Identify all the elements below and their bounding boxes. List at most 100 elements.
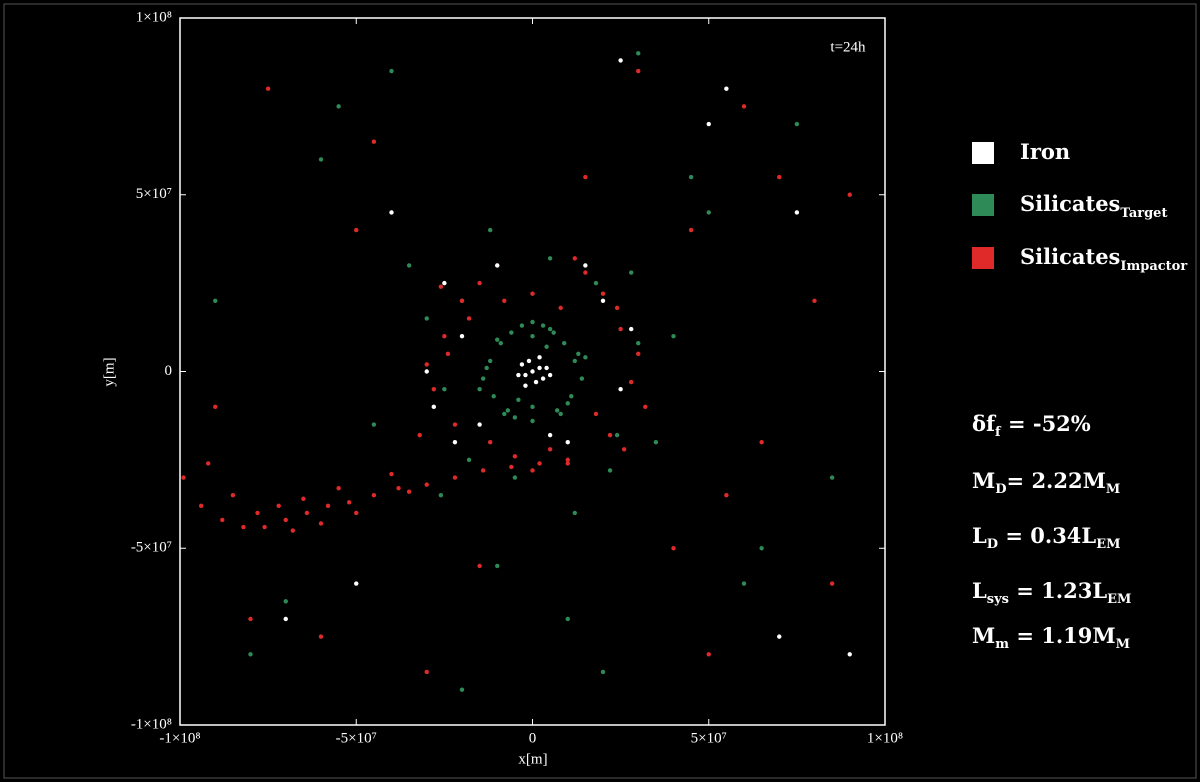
particle [424, 362, 429, 367]
particle [614, 305, 620, 311]
particle [477, 386, 482, 392]
particle [523, 372, 528, 378]
y-tick-label: -1×10⁸ [131, 716, 172, 732]
particle [530, 468, 535, 473]
particle [583, 174, 588, 180]
plot-area [181, 51, 852, 692]
legend-name: Silicates [1020, 244, 1120, 269]
particle [484, 365, 489, 371]
stat-line: Mm = 1.19MM [972, 623, 1130, 652]
particle [498, 341, 503, 346]
particle [759, 440, 764, 445]
outer-frame [3, 3, 1197, 779]
particle [424, 316, 429, 321]
particle [530, 319, 535, 325]
particle [565, 616, 570, 622]
particle [477, 563, 482, 569]
particle [537, 355, 542, 360]
particle [301, 496, 306, 501]
legend-label: Iron [1020, 139, 1070, 164]
particle [442, 333, 447, 339]
particle [417, 432, 422, 438]
stat-line: MD= 2.22MM [972, 468, 1120, 497]
legend-label: SilicatesImpactor [1020, 244, 1187, 274]
stat-text: M [972, 623, 995, 648]
particle [583, 263, 588, 268]
particle [671, 333, 676, 339]
particle [636, 68, 641, 74]
particle [502, 411, 507, 417]
particle [572, 358, 577, 364]
particle [424, 482, 429, 487]
particle [847, 652, 852, 657]
particle [396, 485, 401, 491]
particle [276, 503, 281, 509]
particle [505, 408, 511, 413]
particle [583, 355, 588, 360]
particle [371, 493, 377, 498]
particle [516, 372, 521, 378]
particle [551, 330, 556, 335]
particle [488, 440, 493, 445]
particle [706, 121, 711, 127]
particle [495, 563, 500, 569]
particle [593, 280, 599, 286]
stat-line: LD = 0.34LEM [972, 523, 1121, 552]
particle [540, 376, 546, 381]
particle [230, 493, 236, 498]
particle [495, 263, 500, 268]
particle [495, 337, 500, 342]
particle [544, 344, 549, 349]
particle [572, 256, 577, 261]
legend-swatch [972, 142, 994, 164]
particle [262, 524, 267, 530]
particle [347, 500, 352, 505]
particle [600, 669, 606, 675]
particle [530, 404, 535, 410]
x-tick-label: -5×10⁷ [336, 730, 377, 746]
particle [431, 386, 436, 392]
stat-subscript: sys [987, 592, 1009, 607]
time-annotation: t=24h [830, 39, 866, 55]
particle [636, 351, 641, 357]
y-tick-label: -5×10⁷ [131, 540, 172, 556]
particle [459, 333, 465, 339]
particle [558, 305, 563, 311]
particle [565, 401, 570, 406]
stat-subscript: f [995, 425, 1002, 440]
particle [445, 351, 451, 357]
particle [406, 489, 412, 494]
particle [220, 517, 225, 523]
particle [569, 394, 574, 399]
particle [547, 447, 553, 452]
particle [389, 471, 394, 477]
stat-subscript: EM [1107, 592, 1131, 607]
y-axis-label: y[m] [101, 357, 117, 386]
particle [283, 616, 288, 622]
particle [512, 415, 518, 420]
particle [424, 369, 429, 374]
stat-subscript: m [995, 637, 1009, 652]
stat-line: Lsys = 1.23LEM [972, 578, 1131, 607]
stat-subscript: D [995, 482, 1006, 497]
y-tick-label: 0 [165, 363, 173, 379]
stat-subscript: EM [1096, 537, 1120, 552]
particle [466, 457, 472, 463]
particle [618, 386, 623, 392]
particle [526, 358, 532, 364]
particle [607, 432, 613, 438]
particle [389, 210, 394, 215]
particle [741, 581, 747, 586]
legend-swatch [972, 247, 994, 269]
particle [829, 475, 835, 480]
particle [325, 503, 331, 509]
particle [794, 121, 800, 127]
particle [406, 263, 412, 268]
particle [562, 341, 567, 346]
stat-subscript: M [1106, 482, 1120, 497]
legend-label: SilicatesTarget [1020, 191, 1167, 221]
particle [600, 298, 606, 303]
particle [688, 227, 694, 233]
particle [829, 581, 835, 586]
particle [847, 192, 852, 197]
